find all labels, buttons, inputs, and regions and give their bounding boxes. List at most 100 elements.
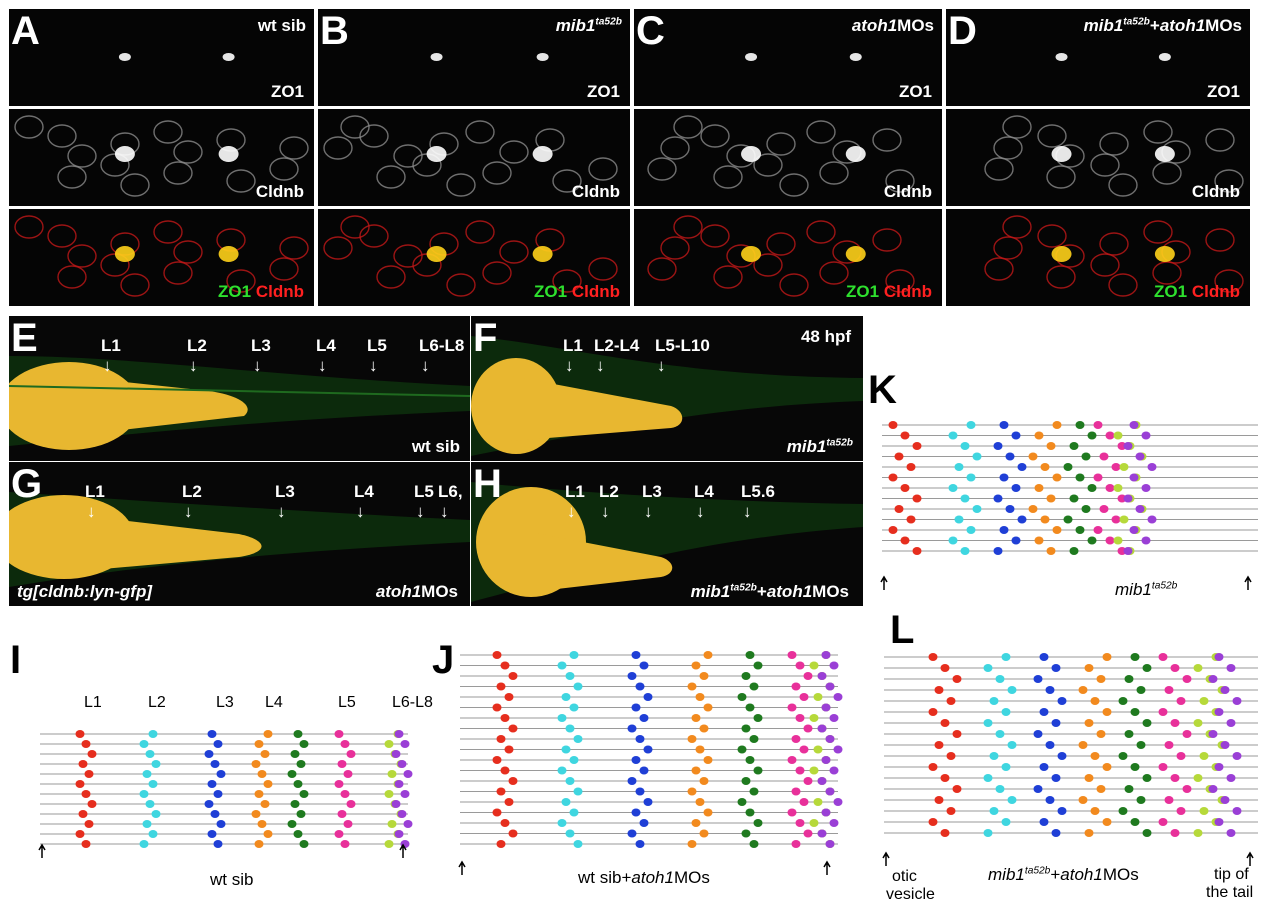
lane-label-e-6: L6-L8 (419, 336, 465, 355)
neuromast-dot (639, 819, 649, 827)
micrograph-texture (946, 209, 1250, 306)
neuromast-dot (207, 830, 217, 838)
micrograph-texture (634, 9, 942, 106)
neuromast-dot (565, 672, 575, 680)
neuromast-dot (821, 703, 831, 712)
neuromast-dot (803, 777, 813, 785)
neuromast-dot (813, 693, 823, 701)
neuromast-dot (753, 819, 763, 827)
neuromast-dot (1007, 796, 1017, 804)
neuromast-dot (894, 452, 904, 461)
neuromast-dot (290, 750, 300, 758)
neuromast-dot (565, 777, 575, 785)
neuromast-dot (643, 798, 653, 806)
neuromast-dot (627, 777, 637, 785)
down-arrow-icon: ↓ (567, 502, 576, 521)
neuromast-dot (691, 819, 701, 827)
neuromast-dot (934, 686, 944, 694)
neuromast-dot (1141, 536, 1151, 545)
neuromast-dot (337, 760, 347, 768)
neuromast-dot (1007, 741, 1017, 749)
neuromast-dot (1118, 752, 1128, 760)
neuromast-dot (1045, 741, 1055, 749)
diagram-i-lane-2: L2 (148, 694, 166, 711)
down-arrow-icon: ↓ (565, 356, 574, 375)
row-label-zo1: ZO1 (586, 82, 620, 101)
neuromast-dot (952, 730, 962, 738)
neuromast-dot (403, 820, 413, 828)
down-arrow-icon: ↓ (743, 502, 752, 521)
neuromast-dot (561, 693, 571, 701)
neuromast-dot (1214, 708, 1224, 716)
up-arrow-icon (38, 843, 46, 858)
neuromast-dot (928, 763, 938, 771)
neuromast-dot (299, 740, 309, 748)
neuromast-dot (825, 682, 835, 691)
neuromast-dot (934, 741, 944, 749)
neuromast-dot (569, 808, 579, 817)
neuromast-dot (817, 724, 827, 733)
lane-label-g-6: L6, (438, 482, 463, 501)
panel-letter-c: C (636, 9, 665, 53)
neuromast-dot (795, 766, 805, 775)
neuromast-dot (787, 808, 797, 817)
neuromast-dot (989, 807, 999, 815)
micrograph-texture (946, 109, 1250, 206)
neuromast-dot (737, 745, 747, 754)
neuromast-dot (741, 777, 751, 785)
neuromast-dot (1170, 829, 1180, 837)
neuromast-dot (263, 780, 273, 788)
neuromast-dot (496, 787, 506, 796)
neuromast-dot (687, 840, 697, 848)
neuromast-dot (1214, 653, 1224, 661)
panel-e: E wt sib L1 ↓ L2 ↓ L3 ↓ L4 ↓ L5 ↓ L6-L8 ↓ (9, 316, 470, 461)
neuromast-dot (1182, 785, 1192, 793)
neuromast-dot (139, 790, 149, 798)
neuromast-dot (703, 756, 713, 764)
neuromast-dot (795, 661, 805, 670)
neuromast-dot (1084, 774, 1094, 782)
neuromast-dot (387, 820, 397, 828)
neuromast-dot (635, 735, 645, 743)
neuromast-dot (1232, 697, 1242, 705)
neuromast-dot (1033, 675, 1043, 683)
neuromast-dot (1164, 741, 1174, 749)
neuromast-dot (1147, 463, 1157, 471)
neuromast-dot (989, 752, 999, 760)
lane-label-g-1: L1 (85, 482, 105, 501)
neuromast-dot (1105, 536, 1115, 545)
down-arrow-icon: ↓ (277, 502, 286, 521)
neuromast-dot (1051, 719, 1061, 727)
panel-letter-a: A (11, 9, 40, 53)
panel-letter-h: H (473, 462, 502, 506)
neuromast-dot (299, 840, 309, 848)
merge-label-zo1: ZO1 (1154, 282, 1192, 301)
neuromast-dot (833, 745, 843, 754)
lane-label-g-5: L5 (414, 482, 434, 501)
neuromast-dot (791, 787, 801, 796)
neuromast-dot (1176, 807, 1186, 815)
diagram-i-lane-5: L5 (338, 694, 356, 711)
neuromast-dot (946, 697, 956, 705)
neuromast-dot (1034, 536, 1044, 545)
neuromast-dot (829, 766, 839, 775)
neuromast-dot (1063, 463, 1073, 471)
neuromast-dot (394, 780, 404, 788)
neuromast-dot (1040, 463, 1050, 471)
panel-letter-d: D (948, 9, 977, 53)
neuromast-dot (569, 756, 579, 764)
neuromast-dot (791, 682, 801, 691)
neuromast-dot (912, 547, 922, 555)
neuromast-dot (1096, 785, 1106, 793)
neuromast-dot (573, 840, 583, 848)
neuromast-dot (999, 421, 1009, 429)
neuromast-dot (999, 526, 1009, 534)
neuromast-dot (1130, 708, 1140, 716)
neuromast-dot (912, 442, 922, 450)
lane-label-e-4: L4 (316, 336, 336, 355)
down-arrow-icon: ↓ (696, 502, 705, 521)
neuromast-dot (821, 651, 831, 659)
neuromast-dot (691, 766, 701, 775)
neuromast-dot (900, 484, 910, 492)
neuromast-dot (1078, 686, 1088, 694)
